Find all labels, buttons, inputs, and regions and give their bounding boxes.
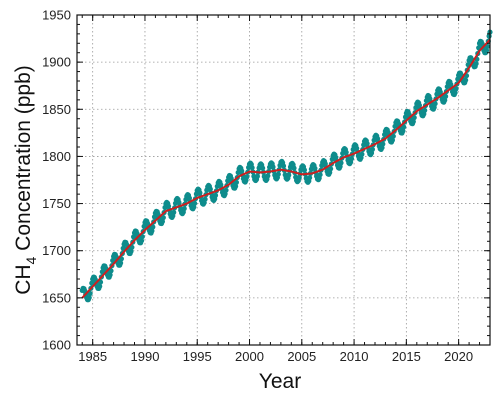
monthly-data-point [233,179,239,185]
monthly-data-point [99,269,105,275]
x-tick-label: 2010 [340,349,369,364]
monthly-data-point [128,248,134,254]
monthly-data-point [401,124,407,130]
monthly-data-point [286,172,292,178]
monthly-data-point [307,175,313,181]
monthly-data-point [343,149,349,155]
monthly-data-point [265,173,271,179]
y-tick-label: 1650 [42,290,71,305]
y-tick-label: 1850 [42,102,71,117]
monthly-data-point [150,224,156,230]
label-layer: 1985 1990 1995 2000 2005 2010 2015 2020 1600 1650… [42,8,473,365]
monthly-data-point [202,196,208,202]
monthly-data-point [354,145,360,151]
y-axis-title-subscript: 4 [23,256,39,264]
tick-layer [77,14,491,346]
x-tick-label: 2015 [392,349,421,364]
monthly-data-point [443,93,449,99]
monthly-data-point [110,257,116,264]
monthly-data-point [411,115,417,121]
monthly-data-point [254,173,260,179]
monthly-data-point [291,165,297,171]
y-axis-title: CH4 Concentration (ppb) [12,65,39,295]
x-tick-label: 1985 [78,349,107,364]
monthly-data-point [97,283,103,289]
monthly-data-point [328,166,334,172]
monthly-data-point [139,234,145,240]
monthly-data-point [296,175,302,181]
y-tick-label: 1800 [42,149,71,164]
monthly-data-point [244,174,250,180]
monthly-data-point [380,141,386,147]
seasonal-connector-line [81,31,491,301]
monthly-data-point [176,199,182,205]
x-tick-label: 2000 [235,349,264,364]
monthly-data-point [453,86,459,92]
monthly-data-point [348,156,355,162]
monthly-data-point [207,186,213,192]
monthly-data-point [260,165,266,171]
y-tick-label: 1750 [42,196,71,211]
monthly-data-point [364,141,370,147]
monthly-data-point [400,128,406,134]
y-axis-title-suffix: Concentration (ppb) [12,65,35,256]
y-tick-label: 1600 [42,338,71,353]
monthly-data-point [181,206,187,212]
x-tick-label: 1995 [183,349,212,364]
y-tick-label: 1950 [42,8,71,23]
monthly-data-point [118,260,124,266]
monthly-data-point [233,183,239,189]
monthly-data-point [141,223,147,229]
monthly-data-point [280,163,287,169]
plot-frame [76,14,491,346]
monthly-data-point [107,272,113,278]
monthly-data-point [359,151,365,157]
x-tick-label: 2020 [444,349,473,364]
monthly-data-point [432,101,438,107]
monthly-data-point [410,119,416,125]
monthly-data-point [120,245,126,251]
monthly-data-point [165,203,172,209]
monthly-data-point [369,146,375,152]
monthly-data-point [338,160,344,166]
monthly-data-point [149,228,155,234]
monthly-data-point [131,234,137,240]
series-layer [79,29,493,303]
monthly-data-point [249,165,255,171]
monthly-data-point [483,47,490,54]
monthly-data-point [463,77,469,83]
grid-layer [77,15,490,345]
monthly-data-point [422,107,428,113]
monthly-data-point [192,200,198,206]
monthly-data-point [160,215,166,221]
monthly-data-point [317,172,323,178]
monthly-data-point [223,187,229,193]
monthly-data-point [138,238,145,244]
monthly-data-point [390,133,396,139]
x-tick-label: 2005 [287,349,316,364]
y-axis-title-prefix: CH [12,264,35,294]
monthly-data-point [270,164,276,170]
x-axis-title: Year [259,370,301,393]
monthly-data-point [275,171,281,177]
monthly-data-point [301,167,307,173]
y-tick-label: 1900 [42,55,71,70]
monthly-data-point [197,190,203,196]
monthly-data-point [86,295,92,301]
monthly-data-point [212,192,219,198]
monthly-data-point [171,209,177,215]
y-tick-label: 1700 [42,243,71,258]
monthly-data-point [389,137,395,143]
monthly-data-point [159,218,165,225]
monthly-data-point [89,280,95,286]
monthly-data-point [312,165,318,171]
monthly-data-point [473,61,479,67]
trend-line [81,38,491,299]
x-tick-label: 1990 [131,349,160,364]
